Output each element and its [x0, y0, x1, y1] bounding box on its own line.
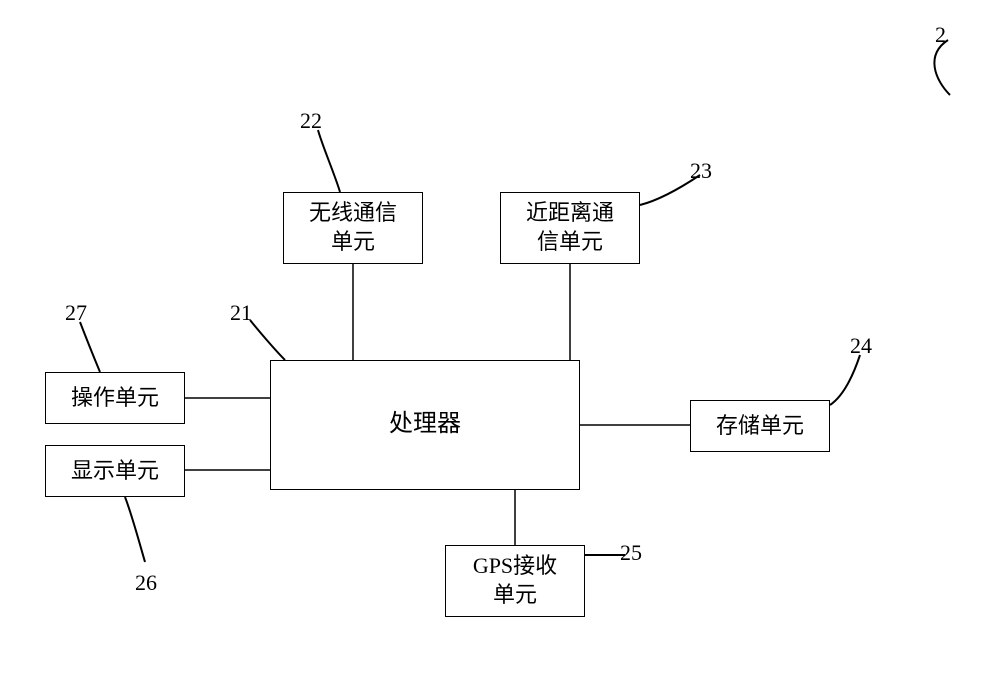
ref-label-2: 2	[935, 22, 946, 48]
node-operation-label: 操作单元	[71, 384, 159, 413]
node-processor-label: 处理器	[389, 409, 461, 440]
node-processor: 处理器	[270, 360, 580, 490]
ref-label-27: 27	[65, 300, 87, 326]
ref-label-23: 23	[690, 158, 712, 184]
node-shortrange: 近距离通信单元	[500, 192, 640, 264]
ref-label-22: 22	[300, 108, 322, 134]
ref-label-25: 25	[620, 540, 642, 566]
node-storage-label: 存储单元	[716, 412, 804, 441]
ref-label-21: 21	[230, 300, 252, 326]
node-display: 显示单元	[45, 445, 185, 497]
node-gps: GPS接收单元	[445, 545, 585, 617]
node-wireless-label: 无线通信单元	[309, 199, 397, 256]
node-operation: 操作单元	[45, 372, 185, 424]
node-display-label: 显示单元	[71, 457, 159, 486]
ref-label-26: 26	[135, 570, 157, 596]
node-storage: 存储单元	[690, 400, 830, 452]
ref-label-24: 24	[850, 333, 872, 359]
node-gps-label: GPS接收单元	[473, 552, 557, 609]
node-shortrange-label: 近距离通信单元	[526, 199, 614, 256]
node-wireless: 无线通信单元	[283, 192, 423, 264]
